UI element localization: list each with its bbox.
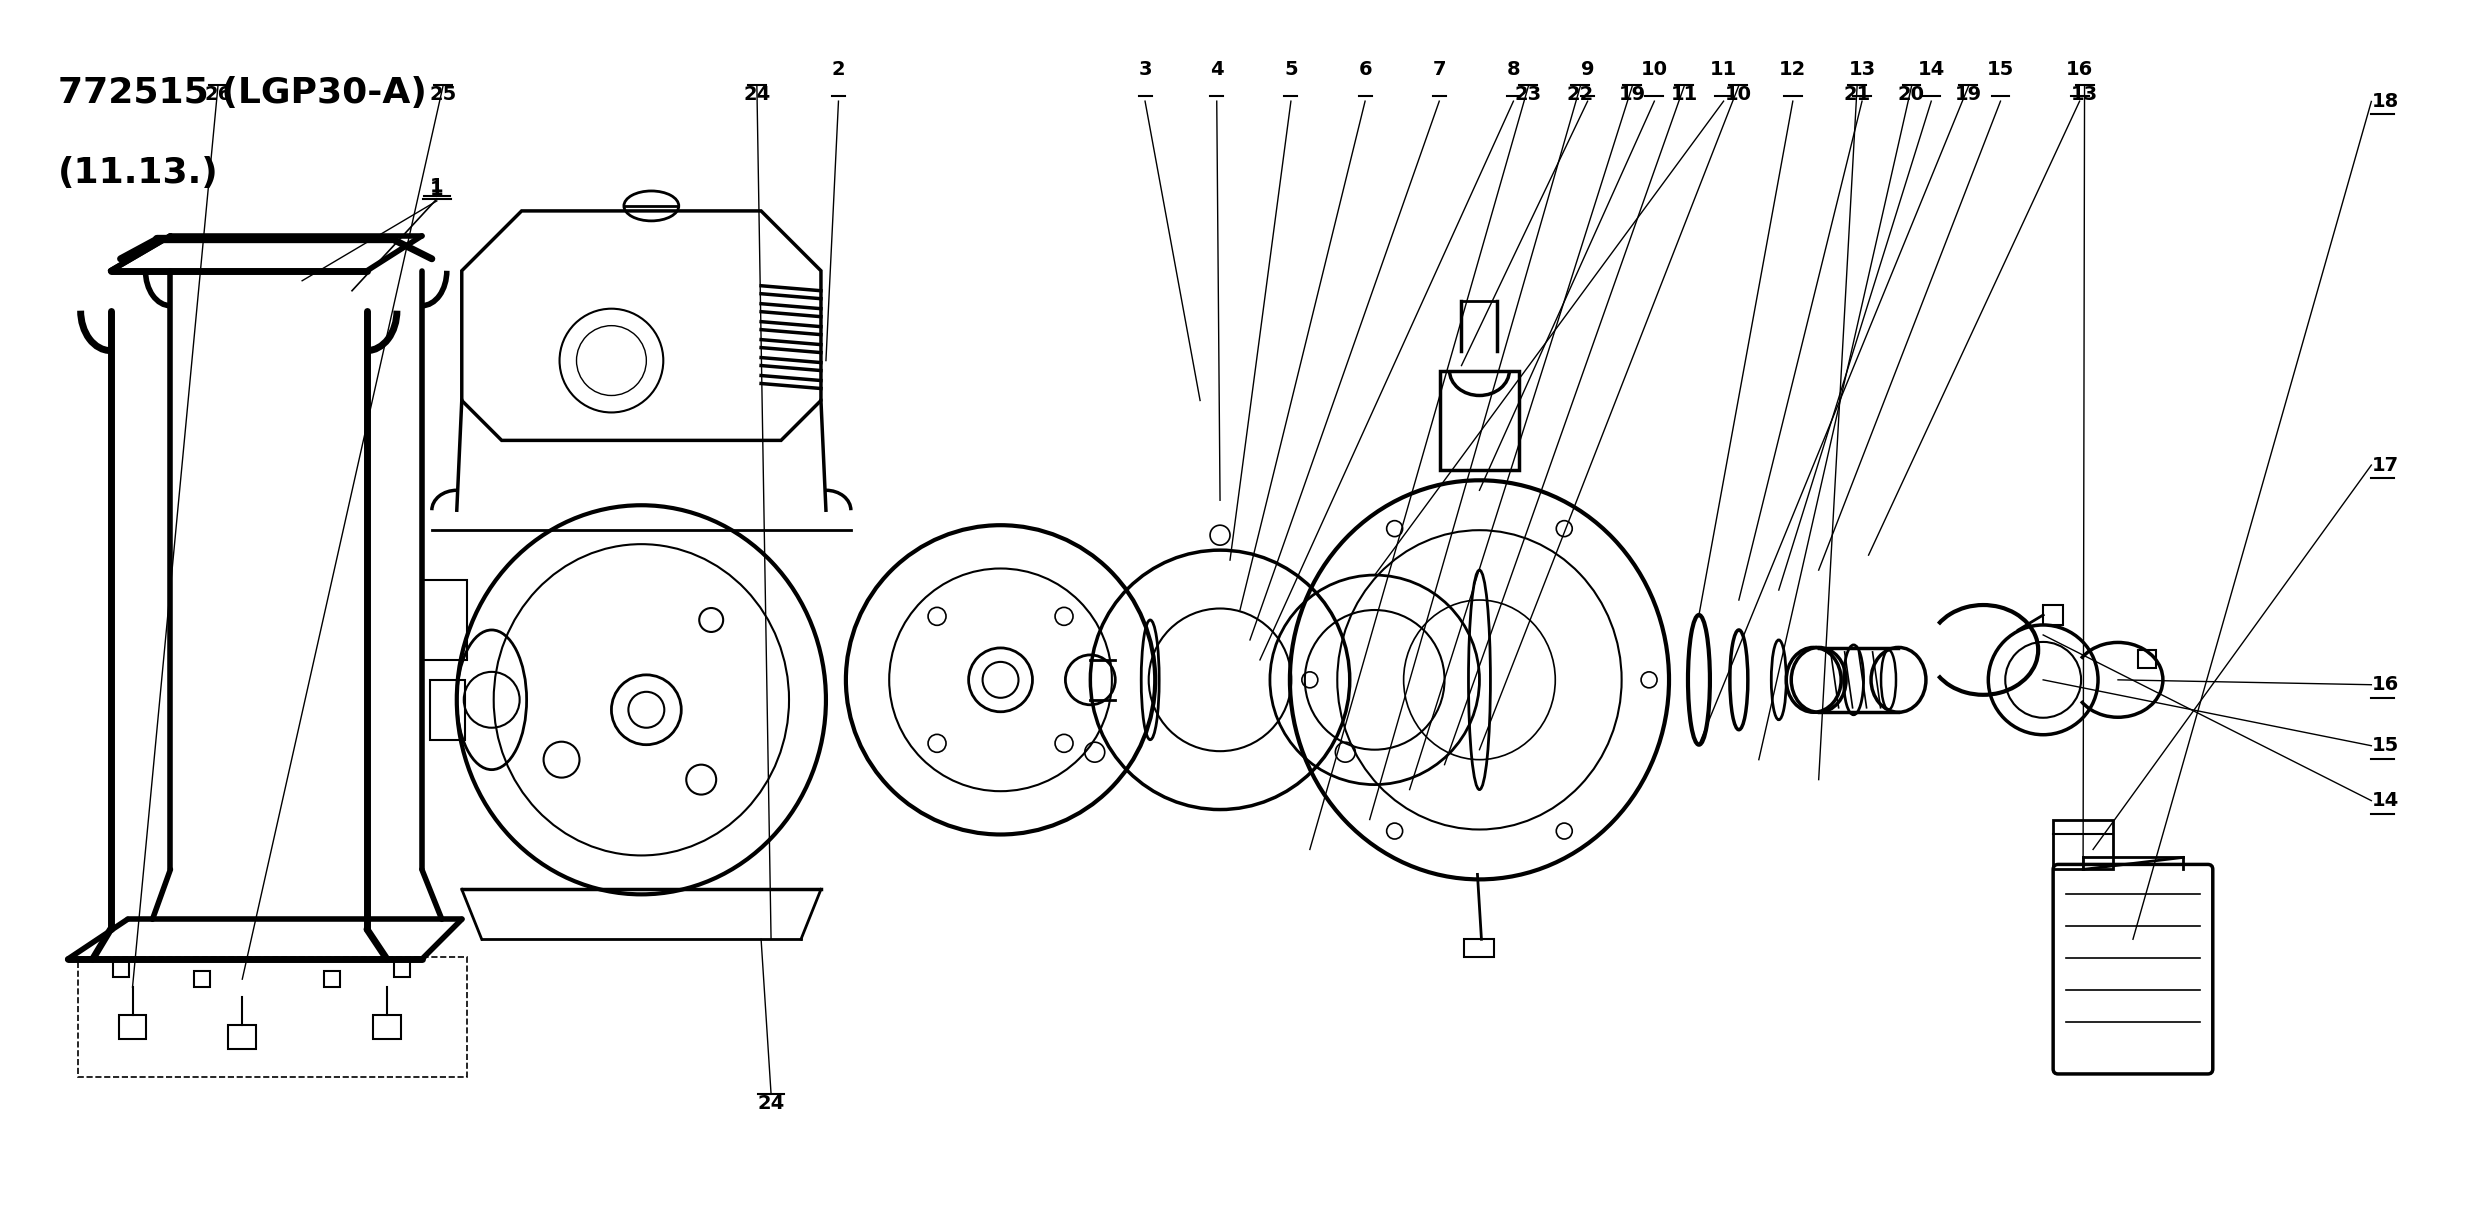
Bar bbox=[119, 1015, 146, 1040]
Text: 26: 26 bbox=[203, 84, 230, 104]
Text: 10: 10 bbox=[1725, 84, 1752, 104]
Bar bbox=[228, 1025, 255, 1049]
Text: 15: 15 bbox=[2371, 736, 2399, 756]
Text: 13: 13 bbox=[2072, 84, 2099, 104]
Text: 22: 22 bbox=[1566, 84, 1593, 104]
Text: 7: 7 bbox=[1432, 60, 1447, 79]
Text: 19: 19 bbox=[1955, 84, 1982, 104]
Text: 21: 21 bbox=[1844, 84, 1871, 104]
Text: 9: 9 bbox=[1581, 60, 1593, 79]
Bar bbox=[1440, 371, 1519, 471]
Text: 16: 16 bbox=[2067, 60, 2094, 79]
Text: 2: 2 bbox=[833, 60, 845, 79]
Bar bbox=[193, 971, 211, 987]
Bar bbox=[374, 1015, 401, 1040]
Bar bbox=[2054, 819, 2114, 870]
Bar bbox=[394, 961, 409, 977]
Text: (11.13.): (11.13.) bbox=[57, 157, 218, 190]
Bar bbox=[1464, 939, 1494, 958]
Bar bbox=[77, 958, 466, 1077]
Bar bbox=[2139, 649, 2156, 668]
Text: 24: 24 bbox=[743, 84, 771, 104]
Bar bbox=[421, 580, 466, 660]
Text: 17: 17 bbox=[2371, 456, 2399, 475]
Text: 18: 18 bbox=[2371, 92, 2399, 111]
Text: 14: 14 bbox=[2371, 791, 2399, 810]
Text: 12: 12 bbox=[1779, 60, 1806, 79]
Text: 1: 1 bbox=[431, 177, 444, 196]
Bar bbox=[429, 680, 466, 740]
Bar bbox=[2044, 605, 2064, 625]
Text: 8: 8 bbox=[1507, 60, 1519, 79]
Text: 24: 24 bbox=[758, 1093, 786, 1113]
Text: 20: 20 bbox=[1898, 84, 1925, 104]
Text: 11: 11 bbox=[1670, 84, 1697, 104]
Text: 13: 13 bbox=[1849, 60, 1876, 79]
Text: 4: 4 bbox=[1209, 60, 1224, 79]
Text: 10: 10 bbox=[1640, 60, 1668, 79]
Text: 15: 15 bbox=[1987, 60, 2015, 79]
Bar bbox=[325, 971, 339, 987]
Text: 772515 (LGP30-A): 772515 (LGP30-A) bbox=[57, 76, 426, 110]
Text: 5: 5 bbox=[1284, 60, 1298, 79]
Text: 6: 6 bbox=[1358, 60, 1373, 79]
Text: 16: 16 bbox=[2371, 675, 2399, 695]
Text: 25: 25 bbox=[429, 84, 456, 104]
Text: 23: 23 bbox=[1514, 84, 1541, 104]
Text: 1: 1 bbox=[431, 180, 444, 199]
Text: 14: 14 bbox=[1918, 60, 1945, 79]
Text: 19: 19 bbox=[1618, 84, 1645, 104]
Bar bbox=[112, 961, 129, 977]
Text: 3: 3 bbox=[1137, 60, 1152, 79]
Text: 11: 11 bbox=[1710, 60, 1737, 79]
